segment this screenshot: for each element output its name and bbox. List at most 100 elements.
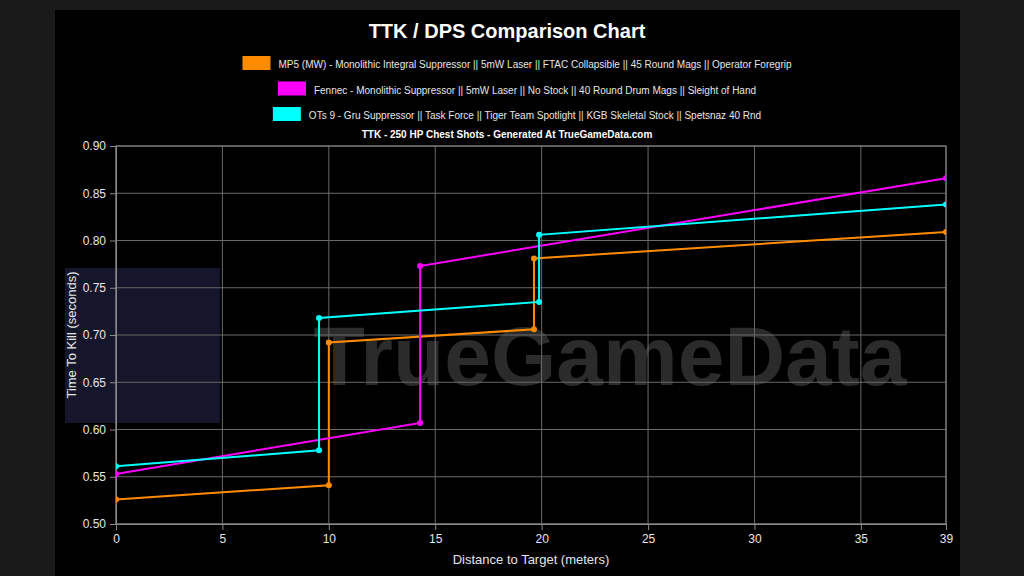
series-line bbox=[116, 178, 946, 474]
grid bbox=[116, 146, 946, 524]
x-axis-tick: 15 bbox=[429, 524, 443, 546]
chart: TrueGameData 0 5 10 15 20 25 30 35 39 0.50 0.55 0.60… bbox=[0, 0, 1024, 576]
series-point bbox=[417, 420, 423, 426]
y-axis-tick: 0.90 bbox=[83, 139, 116, 153]
x-axis-tick: 20 bbox=[535, 524, 549, 546]
series-point bbox=[326, 482, 332, 488]
title: TTK / DPS Comparison Chart bbox=[369, 20, 646, 42]
y-axis-tick-mark bbox=[110, 382, 116, 383]
watermark: TrueGameData bbox=[314, 309, 908, 403]
legend-label: Fennec - Monolithic Suppressor || 5mW La… bbox=[314, 85, 756, 96]
y-axis-tick: 0.80 bbox=[83, 234, 116, 248]
x-axis-tick-label: 0 bbox=[113, 532, 120, 546]
y-axis-tick-mark bbox=[110, 430, 116, 431]
series-point bbox=[316, 315, 322, 321]
x-axis-tick-mark bbox=[946, 524, 947, 530]
plot-frame bbox=[116, 146, 946, 524]
legend-swatch bbox=[278, 82, 306, 96]
series-group bbox=[116, 175, 946, 502]
series-point bbox=[943, 229, 946, 235]
series-point bbox=[116, 463, 119, 469]
y-axis-tick: 0.70 bbox=[83, 328, 116, 342]
y-axis-tick-label: 0.80 bbox=[83, 234, 107, 248]
y-axis-tick-mark bbox=[110, 193, 116, 194]
grid-line-y bbox=[116, 476, 946, 477]
x-axis-tick-mark bbox=[648, 524, 649, 530]
x-axis-tick: 39 bbox=[940, 524, 954, 546]
y-axis-tick: 0.75 bbox=[83, 281, 116, 295]
y-axis-tick: 0.55 bbox=[83, 470, 116, 484]
series-line bbox=[116, 205, 946, 467]
series-point bbox=[536, 232, 542, 238]
x-axis: 0 5 10 15 20 25 30 35 39 bbox=[113, 524, 953, 546]
x-axis-tick-label: 30 bbox=[748, 532, 762, 546]
x-axis-tick: 25 bbox=[642, 524, 656, 546]
grid-line-y bbox=[116, 335, 946, 336]
y-axis-tick-label: 0.70 bbox=[83, 328, 107, 342]
page-background bbox=[0, 0, 1024, 576]
y-axis-tick: 0.65 bbox=[83, 376, 116, 390]
series-point bbox=[531, 326, 537, 332]
series-point bbox=[316, 447, 322, 453]
series-point bbox=[943, 202, 946, 208]
legend-swatch bbox=[243, 56, 271, 70]
y-axis-tick: 0.60 bbox=[83, 423, 116, 437]
x-axis-tick-label: 39 bbox=[940, 532, 954, 546]
legend-swatch bbox=[273, 107, 301, 121]
x-axis-title: Distance to Target (meters) bbox=[453, 552, 610, 567]
y-axis-tick-label: 0.85 bbox=[83, 187, 107, 201]
y-axis-tick-mark bbox=[110, 146, 116, 147]
x-axis-tick-mark bbox=[222, 524, 223, 530]
y-axis: 0.50 0.55 0.60 0.65 0.70 0.75 0.80 0.85 0.90 bbox=[83, 139, 117, 531]
y-axis-title: Time To Kill (seconds) bbox=[64, 271, 79, 398]
subtitle: TTK - 250 HP Chest Shots - Generated At … bbox=[362, 129, 653, 140]
y-axis-tick-mark bbox=[110, 335, 116, 336]
x-axis-tick-label: 35 bbox=[855, 532, 869, 546]
legend-entry: MP5 (MW) - Monolithic Integral Suppresso… bbox=[243, 56, 792, 70]
y-axis-tick-mark bbox=[110, 524, 116, 525]
legend-entry: OTs 9 - Gru Suppressor || Task Force || … bbox=[273, 107, 761, 121]
series-line bbox=[116, 232, 946, 499]
x-axis-tick-mark bbox=[542, 524, 543, 530]
watermark-logo bbox=[65, 268, 220, 423]
grid-line-y bbox=[116, 287, 946, 288]
y-axis-tick-label: 0.90 bbox=[83, 139, 107, 153]
y-axis-tick-mark bbox=[110, 477, 116, 478]
x-axis-tick-mark bbox=[861, 524, 862, 530]
chart-background bbox=[55, 10, 960, 576]
legend-label: MP5 (MW) - Monolithic Integral Suppresso… bbox=[279, 59, 792, 70]
y-axis-tick-mark bbox=[110, 288, 116, 289]
y-axis-tick-label: 0.65 bbox=[83, 376, 107, 390]
x-axis-tick-mark bbox=[754, 524, 755, 530]
x-axis-tick: 10 bbox=[323, 524, 337, 546]
x-axis-line bbox=[117, 525, 947, 531]
x-axis-tick: 30 bbox=[748, 524, 762, 546]
series-point bbox=[943, 175, 946, 181]
series-point bbox=[536, 299, 542, 305]
x-axis-tick-label: 5 bbox=[220, 532, 227, 546]
x-axis-tick-label: 10 bbox=[323, 532, 337, 546]
x-axis-tick-label: 25 bbox=[642, 532, 656, 546]
x-axis-tick: 0 bbox=[113, 524, 120, 546]
y-axis-tick: 0.50 bbox=[83, 517, 116, 531]
series-point bbox=[417, 263, 423, 269]
x-axis-tick-label: 15 bbox=[429, 532, 443, 546]
series-point bbox=[116, 471, 119, 477]
y-axis-tick-mark bbox=[110, 241, 116, 242]
y-axis-tick: 0.85 bbox=[83, 187, 116, 201]
grid-line-y bbox=[116, 193, 946, 194]
series-point bbox=[326, 340, 332, 346]
x-axis-tick-label: 20 bbox=[535, 532, 549, 546]
legend: MP5 (MW) - Monolithic Integral Suppresso… bbox=[243, 56, 792, 121]
grid-line-y bbox=[116, 382, 946, 383]
series-point bbox=[531, 255, 537, 261]
x-axis-tick: 35 bbox=[855, 524, 869, 546]
y-axis-tick-label: 0.55 bbox=[83, 470, 107, 484]
grid-line-y bbox=[116, 429, 946, 430]
x-axis-tick-mark bbox=[329, 524, 330, 530]
series-point bbox=[116, 496, 119, 502]
x-axis-tick: 5 bbox=[220, 524, 227, 546]
y-axis-tick-label: 0.75 bbox=[83, 281, 107, 295]
y-axis-tick-label: 0.60 bbox=[83, 423, 107, 437]
x-axis-tick-mark bbox=[435, 524, 436, 530]
